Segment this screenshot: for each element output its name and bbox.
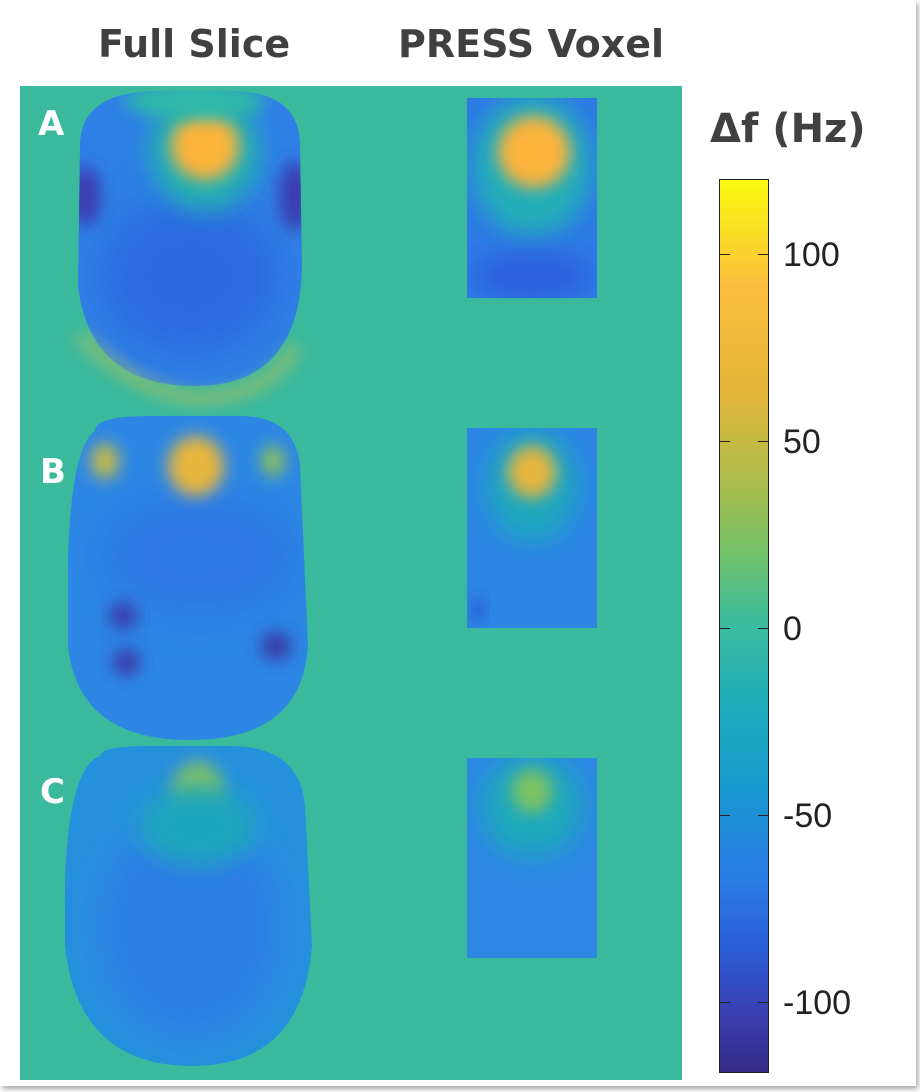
row-label-c: C — [40, 772, 65, 812]
colorbar-tick-label: -100 — [783, 984, 852, 1022]
colorbar-tick — [720, 815, 730, 816]
colorbar-tick — [720, 628, 730, 629]
colorbar-tick-label: 0 — [783, 610, 802, 648]
row-label-a: A — [38, 104, 65, 144]
colorbar-tick — [758, 628, 768, 629]
row-a-full-slice-map — [78, 91, 302, 386]
colorbar-tick — [758, 254, 768, 255]
colorbar-title: Δf (Hz) — [710, 106, 866, 152]
row-label-b: B — [40, 452, 66, 492]
row-b-full-slice-map — [68, 416, 308, 740]
field-map-panel: A B C — [20, 86, 682, 1080]
row-c-full-slice-map — [65, 746, 312, 1066]
column-title-full-slice: Full Slice — [98, 22, 291, 66]
colorbar-tick — [720, 1002, 730, 1003]
colorbar-tick — [720, 254, 730, 255]
row-b-press-voxel-map — [467, 428, 597, 628]
field-map-images — [65, 91, 597, 1066]
colorbar-tick-label: 50 — [783, 423, 821, 461]
colorbar-tick-label: -50 — [783, 797, 833, 835]
column-title-press-voxel: PRESS Voxel — [398, 22, 665, 66]
row-a-press-voxel-map — [467, 98, 597, 298]
colorbar-tick — [758, 441, 768, 442]
colorbar-tick-label: 100 — [783, 236, 840, 274]
row-c-press-voxel-map — [467, 758, 597, 958]
colorbar-tick — [758, 815, 768, 816]
colorbar-tick — [720, 441, 730, 442]
colorbar-tick — [758, 1002, 768, 1003]
colorbar — [719, 179, 769, 1073]
